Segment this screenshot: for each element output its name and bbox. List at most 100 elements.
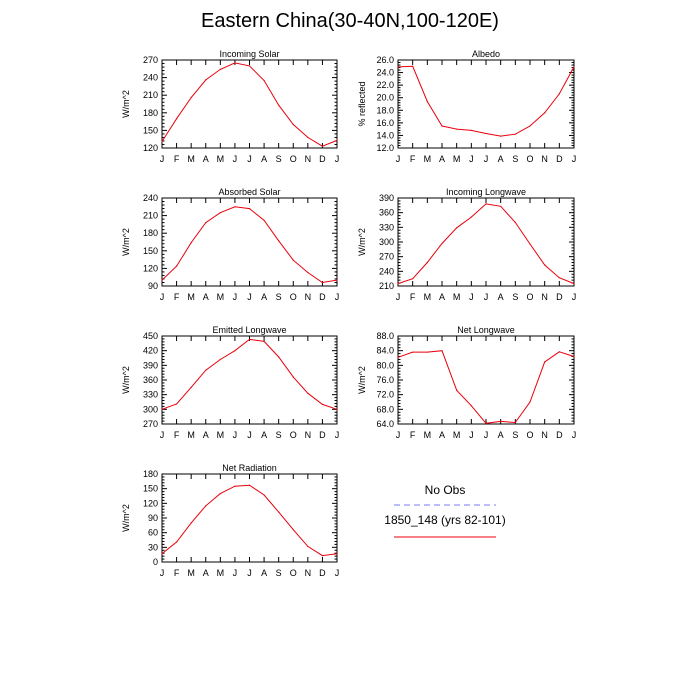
x-tick-label: F <box>174 430 180 440</box>
y-tick-label: 76.0 <box>376 375 394 385</box>
data-point <box>412 351 414 353</box>
x-tick-label: M <box>453 154 461 164</box>
data-point <box>278 104 280 106</box>
data-point <box>321 281 323 284</box>
y-tick-label: 14.0 <box>376 130 394 140</box>
data-point <box>529 401 531 403</box>
data-point <box>190 96 192 99</box>
y-tick-label: 64.0 <box>376 419 394 429</box>
x-tick-label: J <box>247 292 252 302</box>
data-point <box>456 128 458 130</box>
data-point <box>263 340 265 342</box>
y-tick-label: 18.0 <box>376 105 394 115</box>
data-point <box>500 135 502 137</box>
x-tick-label: S <box>276 430 282 440</box>
data-point <box>514 133 516 135</box>
x-tick-label: F <box>174 154 180 164</box>
x-tick-label: N <box>305 430 312 440</box>
series-line <box>397 203 575 285</box>
data-point <box>514 221 516 223</box>
x-tick-label: A <box>498 292 504 302</box>
series-line <box>397 350 575 424</box>
x-tick-label: J <box>484 292 489 302</box>
x-tick-label: J <box>247 568 252 578</box>
x-tick-label: A <box>439 154 445 164</box>
data-point <box>397 66 399 68</box>
y-tick-label: 120 <box>143 498 158 508</box>
x-tick-label: M <box>453 292 461 302</box>
y-tick-label: 0 <box>153 557 158 567</box>
data-point <box>321 403 323 405</box>
x-tick-label: D <box>319 292 326 302</box>
y-axis-label: % reflected <box>357 81 367 126</box>
panel-title: Albedo <box>472 49 500 59</box>
data-point <box>544 361 546 363</box>
x-tick-label: A <box>203 154 209 164</box>
data-point <box>412 65 414 67</box>
data-point <box>161 140 163 143</box>
legend-obs-label: No Obs <box>425 483 466 497</box>
data-point <box>485 422 487 424</box>
data-point <box>278 240 280 242</box>
data-point <box>263 79 265 82</box>
data-point <box>529 243 531 245</box>
data-point <box>529 125 531 127</box>
y-tick-label: 150 <box>143 125 158 135</box>
x-tick-label: J <box>247 154 252 164</box>
x-tick-label: M <box>424 430 432 440</box>
data-point <box>307 136 309 138</box>
x-tick-label: J <box>484 154 489 164</box>
data-point <box>558 93 560 95</box>
x-tick-label: J <box>469 292 474 302</box>
data-point <box>248 65 251 67</box>
y-axis-label: W/m^2 <box>121 504 131 532</box>
data-point <box>205 505 207 507</box>
data-point <box>456 389 458 391</box>
x-tick-label: J <box>572 430 577 440</box>
x-tick-label: M <box>217 568 225 578</box>
x-tick-label: J <box>233 568 238 578</box>
data-point <box>456 227 458 229</box>
plot-frame <box>397 59 575 149</box>
data-point <box>234 485 236 487</box>
y-tick-label: 120 <box>143 143 158 153</box>
data-point <box>205 79 207 81</box>
x-tick-label: M <box>217 292 225 302</box>
data-point <box>176 541 178 543</box>
y-tick-label: 90 <box>148 281 158 291</box>
data-point <box>321 145 323 147</box>
x-tick-label: S <box>276 568 282 578</box>
x-tick-label: A <box>203 430 209 440</box>
x-tick-label: N <box>305 568 312 578</box>
y-tick-label: 450 <box>143 331 158 341</box>
x-tick-label: O <box>290 568 297 578</box>
data-point <box>514 421 516 424</box>
data-point <box>426 261 428 264</box>
x-tick-label: A <box>261 430 267 440</box>
y-tick-label: 26.0 <box>376 55 394 65</box>
y-tick-label: 360 <box>379 208 394 218</box>
y-tick-label: 84.0 <box>376 346 394 356</box>
data-point <box>292 376 294 378</box>
data-point <box>470 216 472 218</box>
data-point <box>219 212 221 214</box>
x-tick-label: D <box>319 430 326 440</box>
x-tick-label: J <box>335 568 340 578</box>
y-axis-label: W/m^2 <box>121 228 131 256</box>
x-tick-label: F <box>174 568 180 578</box>
data-point <box>321 555 323 557</box>
data-point <box>205 369 207 371</box>
legend: No Obs 1850_148 (yrs 82-101) <box>384 483 506 538</box>
data-point <box>176 118 178 120</box>
x-tick-label: M <box>187 154 195 164</box>
x-tick-label: M <box>424 154 432 164</box>
data-point <box>336 279 338 281</box>
y-tick-label: 22.0 <box>376 80 394 90</box>
x-tick-label: J <box>396 154 401 164</box>
x-tick-label: F <box>410 430 416 440</box>
x-tick-label: A <box>439 430 445 440</box>
data-point <box>426 351 428 353</box>
y-axis-label: W/m^2 <box>357 366 367 394</box>
chart-panel: Emitted Longwave W/m^2 270 300 330 360 390 420 4… <box>121 325 339 440</box>
